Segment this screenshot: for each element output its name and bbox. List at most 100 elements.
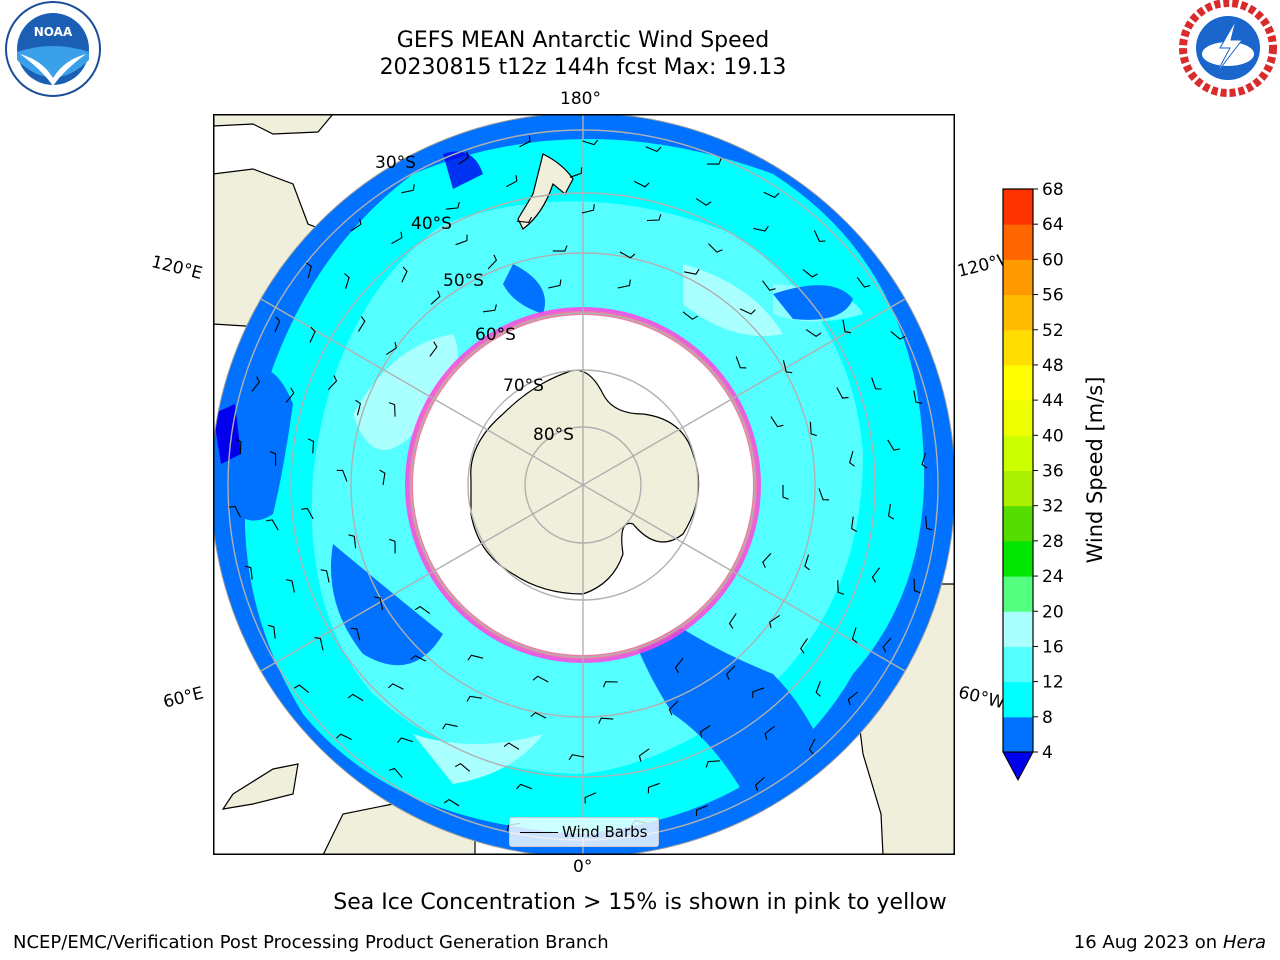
wind-barb (782, 360, 793, 374)
wind-barb (699, 724, 711, 738)
lat-label-70s: 70°S (503, 376, 544, 396)
footer-credit: NCEP/EMC/Verification Post Processing Pr… (13, 932, 609, 953)
noaa-logo: NOAA (2, 0, 104, 100)
wind-barb (552, 245, 568, 252)
footer-date-text: 16 Aug 2023 on (1073, 932, 1218, 953)
colorbar-segment (1003, 540, 1033, 577)
wind-barb (336, 733, 352, 740)
colorbar-segment (1003, 611, 1033, 647)
wind-barb (251, 376, 261, 392)
wind-barb (619, 251, 636, 259)
map-legend: Wind Barbs (509, 817, 659, 847)
wind-barb (568, 754, 585, 761)
wind-barb (617, 279, 631, 289)
lon-label-60e: 60°E (161, 683, 206, 713)
wind-barb (804, 554, 810, 571)
wind-barb (813, 230, 826, 242)
wind-barb (708, 243, 723, 253)
chart-subtitle: 20230815 t12z 144h fcst Max: 19.13 (379, 55, 787, 80)
wind-barb (327, 375, 338, 390)
wind-barb (569, 167, 583, 178)
wind-barb (753, 225, 769, 232)
colorbar-tick-label: 40 (1042, 426, 1064, 446)
wind-barb (336, 469, 348, 482)
wind-barb (815, 681, 821, 697)
wind-barb (856, 277, 871, 288)
colorbar-tick-label: 32 (1042, 497, 1064, 517)
wind-barb (455, 763, 471, 772)
wind-barb (871, 377, 882, 390)
wind-barb (430, 290, 441, 305)
wind-barb (487, 254, 498, 270)
wind-barb (847, 691, 859, 706)
wind-barb (762, 280, 776, 291)
wind-barb (638, 748, 650, 762)
wind-barb (266, 519, 279, 531)
wind-barb (389, 538, 396, 554)
wind-barb (695, 198, 712, 206)
wind-barb (782, 485, 789, 500)
wind-barb (887, 439, 900, 451)
colorbar-tick-label: 24 (1042, 567, 1064, 587)
wind-barb (581, 204, 595, 214)
colorbar-segment (1003, 716, 1033, 753)
wind-barb (285, 387, 295, 403)
wind-barb (705, 760, 721, 768)
wind-barb (762, 553, 772, 568)
land-madagascar (221, 763, 299, 810)
wind-barb (445, 201, 460, 210)
wind-barb (735, 356, 747, 369)
wind-barb (849, 450, 855, 467)
wind-barb (913, 578, 921, 594)
wind-barb (306, 262, 312, 279)
legend-line-icon (520, 832, 558, 833)
wind-barb (358, 316, 366, 332)
wind-barb (347, 693, 364, 702)
wind-barb (532, 675, 549, 683)
colorbar-tick-label: 52 (1042, 321, 1064, 341)
wind-barb (301, 507, 314, 520)
wind-barb (646, 214, 662, 222)
wind-barb (851, 516, 858, 532)
legend-label: Wind Barbs (562, 823, 648, 841)
wind-barb (871, 567, 881, 583)
wind-barb (808, 738, 816, 755)
land-new-zealand (517, 153, 574, 230)
wind-barb (695, 805, 708, 816)
lat-label-80s: 80°S (533, 425, 574, 445)
wind-barb (752, 687, 765, 698)
wind-barb (350, 627, 361, 641)
colorbar-tick-label: 36 (1042, 462, 1064, 482)
wind-barb (582, 139, 599, 146)
sea-ice-caption: Sea Ice Concentration > 15% is shown in … (333, 890, 947, 915)
wind-barb (598, 717, 614, 724)
wind-barb (925, 516, 933, 531)
wind-barb (754, 776, 765, 792)
colorbar-segment (1003, 294, 1033, 331)
wind-barb (314, 637, 324, 651)
wind-barb (519, 135, 531, 148)
colorbar-tick-label: 12 (1042, 673, 1064, 693)
wind-barb (800, 638, 808, 654)
colorbar-tick-label: 16 (1042, 637, 1064, 657)
wind-barb (505, 175, 518, 188)
polar-map: 30°S 40°S 50°S 60°S 70°S 80°S (210, 112, 956, 858)
wind-barb (818, 488, 830, 501)
wind-barb (374, 596, 384, 610)
colorbar-tick-label: 8 (1042, 708, 1053, 728)
land-australia (213, 114, 334, 135)
wind-barb (309, 326, 316, 343)
wind-barb (443, 798, 460, 807)
lat-label-50s: 50°S (443, 271, 484, 291)
colorbar-tick-label: 4 (1042, 743, 1053, 763)
wind-barb (516, 783, 532, 790)
wind-barb (668, 700, 679, 716)
wind-barb (307, 438, 315, 454)
wind-barb (442, 723, 458, 730)
wind-barb (739, 308, 756, 315)
wind-barb (837, 580, 845, 595)
colorbar-segment (1003, 259, 1033, 296)
footer-host: Hera (1222, 932, 1266, 953)
wind-barb (482, 304, 497, 313)
wind-barb (674, 657, 684, 674)
